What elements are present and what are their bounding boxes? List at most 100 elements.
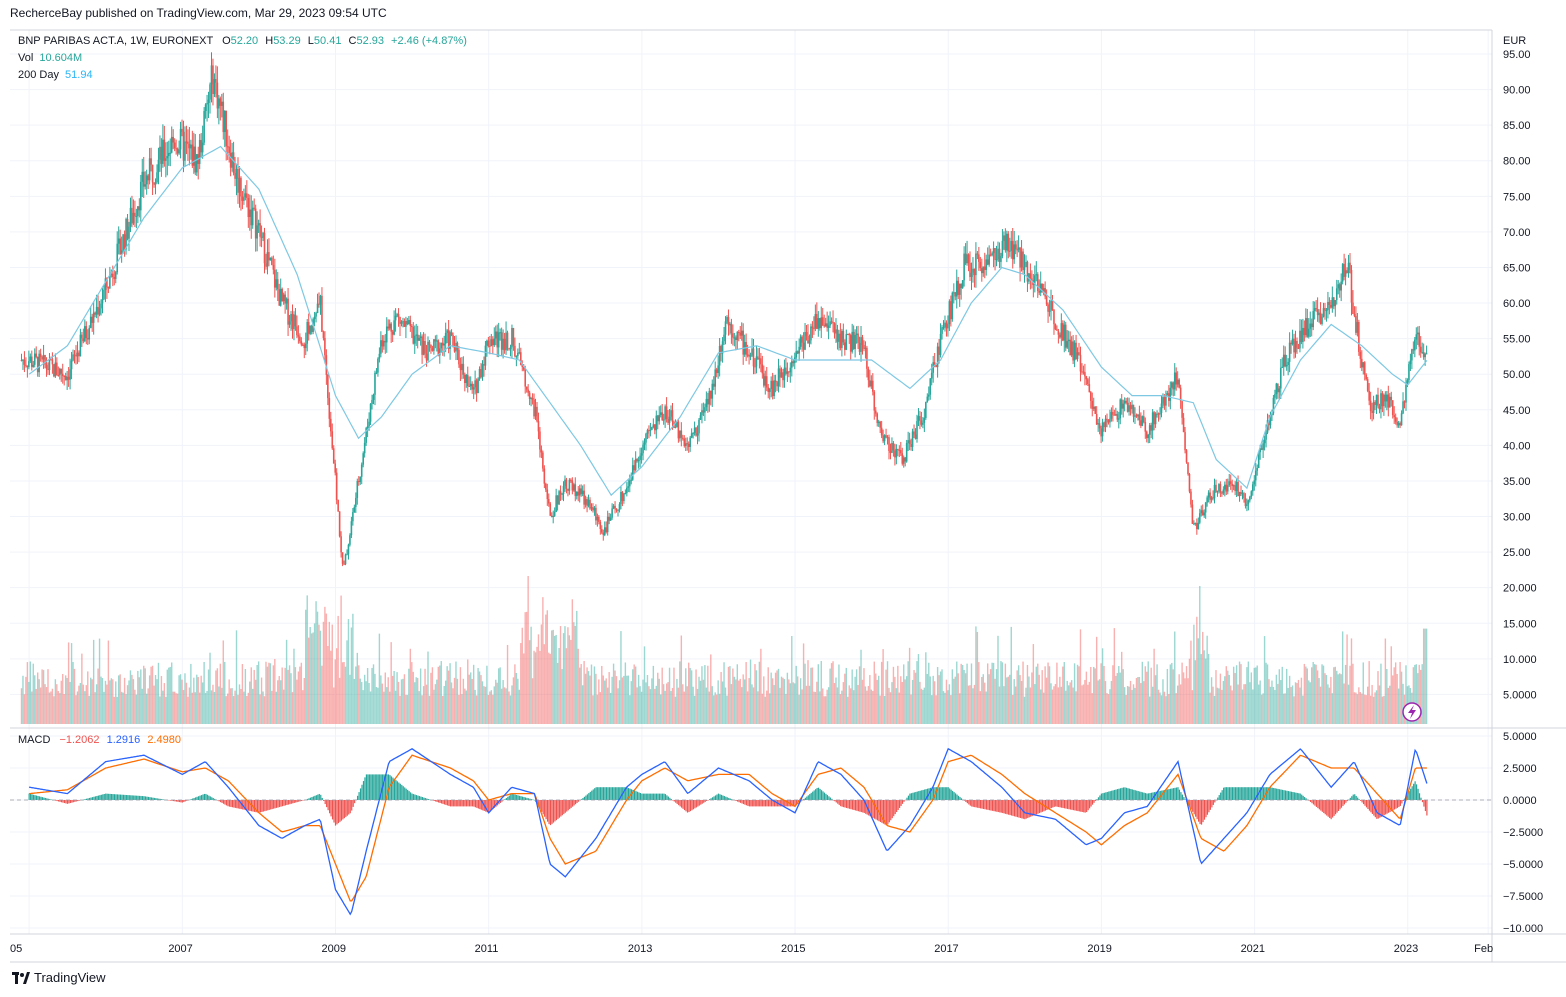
macd-line <box>29 747 1428 916</box>
symbol-legend[interactable]: BNP PARIBAS ACT.A, 1W, EURONEXT O52.20 H… <box>18 35 467 47</box>
macd-hist-bar <box>882 800 885 824</box>
lightning-icon[interactable] <box>1402 702 1422 722</box>
tradingview-footer[interactable]: TradingView <box>12 970 106 985</box>
macd-label: MACD <box>18 734 51 746</box>
volume-bar <box>615 676 618 724</box>
volume-bar <box>56 684 58 724</box>
macd-hist-bar <box>1066 800 1069 809</box>
macd-hist-bar <box>787 800 789 807</box>
macd-hist-bar <box>1180 792 1182 800</box>
macd-hist-bar <box>1096 799 1098 800</box>
candle-body <box>670 410 672 417</box>
ma-legend[interactable]: 200 Day 51.94 <box>18 69 93 81</box>
volume-bar <box>112 679 114 724</box>
time-axis[interactable]: 05 2007 2009 2011 2013 2015 2017 2019 2021 2023 Fe… <box>10 943 1493 955</box>
macd-hist-bar <box>903 800 905 802</box>
candle-body <box>184 141 186 161</box>
candle-body <box>852 331 855 350</box>
volume-bar <box>363 674 366 724</box>
macd-hist-bar <box>997 800 999 813</box>
candle-body <box>1028 273 1030 282</box>
candle-body <box>886 437 889 439</box>
candle-body <box>464 374 466 384</box>
macd-hist-bar <box>373 774 375 800</box>
macd-axis[interactable]: 5.00002.50000.0000−2.5000−5.0000−7.5000−… <box>1503 731 1543 935</box>
candle-body <box>1103 422 1105 428</box>
volume-bar <box>905 676 908 724</box>
candle-body <box>573 484 575 491</box>
candle-body <box>832 321 834 324</box>
macd-hist-bar <box>982 800 985 809</box>
price-axis[interactable]: 95.0090.0085.0080.0075.0070.0065.0060.00… <box>1503 49 1537 701</box>
volume-bar <box>228 679 230 724</box>
candle-body <box>1166 393 1169 396</box>
candle-body <box>1134 415 1136 417</box>
candle-body <box>126 218 129 239</box>
candle-body <box>97 306 99 315</box>
candle-body <box>1000 256 1002 262</box>
macd-hist-bar <box>184 800 186 802</box>
candle-body <box>260 236 263 238</box>
volume-bar <box>269 663 272 724</box>
candle-body <box>276 279 279 290</box>
symbol-name[interactable]: BNP PARIBAS ACT.A, 1W, EURONEXT <box>18 35 214 47</box>
candle-body <box>353 506 356 513</box>
volume-bar <box>1026 664 1029 724</box>
volume-legend[interactable]: Vol 10.604M <box>18 52 82 64</box>
price-tick-label: 45.00 <box>1503 405 1531 417</box>
candle-body <box>553 511 556 516</box>
volume-bar <box>1060 686 1063 724</box>
candle-body <box>1003 235 1005 241</box>
macd-hist-bar <box>1038 800 1041 814</box>
volume-bar <box>1037 663 1039 724</box>
volume-bar <box>299 666 301 724</box>
macd-hist-bar <box>417 795 419 800</box>
macd-hist-bar <box>1340 800 1343 808</box>
candle-body <box>271 257 273 266</box>
volume-value: 10.604M <box>39 52 83 64</box>
macd-hist-bar <box>28 793 30 800</box>
macd-hist-bar <box>873 800 876 819</box>
volume-bar <box>1065 690 1067 724</box>
macd-legend[interactable]: MACD −1.2062 1.2916 2.4980 <box>18 734 181 746</box>
volume-bar <box>1169 664 1172 724</box>
candle-body <box>248 209 251 218</box>
candle-body <box>627 486 630 488</box>
candle-body <box>500 332 503 350</box>
candle-body <box>1338 284 1341 291</box>
currency-label[interactable]: EUR <box>1503 35 1526 47</box>
macd-hist-bar <box>330 800 332 817</box>
macd-hist-bar <box>311 797 313 800</box>
volume-bar <box>852 690 855 724</box>
macd-hist-bar <box>1267 787 1269 800</box>
candle-body <box>717 365 719 374</box>
candle-body <box>760 358 762 365</box>
candle-body <box>1094 406 1097 414</box>
volume-bar <box>857 685 859 724</box>
candle-body <box>89 316 92 328</box>
macd-hist-bar <box>1240 787 1242 800</box>
macd-hist-bar <box>524 797 527 800</box>
macd-hist-bar <box>523 797 525 800</box>
candle-body <box>1353 314 1356 316</box>
candle-body <box>1416 332 1419 335</box>
macd-hist-bar <box>957 795 960 800</box>
candle-body <box>1409 360 1412 365</box>
candle-body <box>151 164 154 183</box>
candle-body <box>416 334 419 341</box>
volume-bar <box>1196 616 1198 724</box>
macd-hist-bar <box>63 800 66 804</box>
candle-body <box>1066 341 1069 348</box>
macd-hist-bar <box>492 800 494 810</box>
candle-body <box>804 332 806 350</box>
candle-body <box>1137 414 1139 417</box>
volume-bar <box>505 688 507 724</box>
volume-bar <box>243 691 245 724</box>
volume-bar <box>36 672 39 724</box>
candle-body <box>284 294 286 304</box>
macd-hist-bar <box>1164 789 1166 800</box>
candle-body <box>1154 413 1157 425</box>
volume-bar <box>405 694 407 724</box>
candle-body <box>1278 388 1281 393</box>
macd-hist-bar <box>1049 800 1051 809</box>
